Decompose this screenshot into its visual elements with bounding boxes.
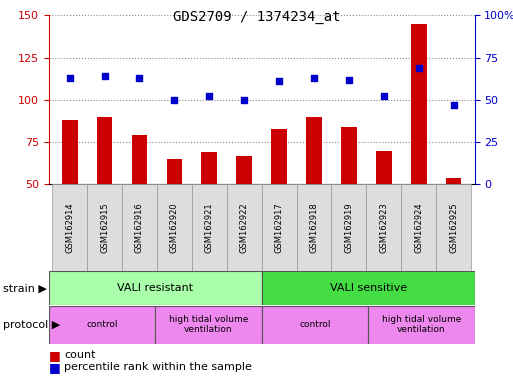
Point	[345, 76, 353, 83]
Text: VALI sensitive: VALI sensitive	[329, 283, 407, 293]
Text: GSM162921: GSM162921	[205, 202, 214, 253]
Bar	[167, 159, 182, 184]
Text: control: control	[299, 320, 330, 329]
Text: GSM162922: GSM162922	[240, 202, 249, 253]
Bar	[122, 184, 157, 271]
Text: percentile rank within the sample: percentile rank within the sample	[64, 362, 252, 372]
Bar	[331, 184, 366, 271]
Text: GSM162918: GSM162918	[309, 202, 319, 253]
Bar	[202, 152, 217, 184]
Point	[205, 93, 213, 99]
Text: protocol ▶: protocol ▶	[3, 319, 60, 330]
Bar	[52, 184, 87, 271]
Bar	[376, 151, 391, 184]
Point	[66, 75, 74, 81]
Text: GSM162923: GSM162923	[379, 202, 388, 253]
Point	[415, 65, 423, 71]
Bar	[297, 184, 331, 271]
Bar	[192, 184, 227, 271]
Text: ■: ■	[49, 349, 61, 362]
Point	[135, 75, 144, 81]
Bar	[157, 184, 192, 271]
Bar	[132, 135, 147, 184]
Text: high tidal volume
ventilation: high tidal volume ventilation	[382, 315, 461, 334]
Bar	[87, 184, 122, 271]
Bar	[368, 306, 475, 344]
Bar	[306, 117, 322, 184]
Point	[449, 102, 458, 108]
Bar	[262, 184, 297, 271]
Bar	[401, 184, 436, 271]
Point	[240, 97, 248, 103]
Text: GSM162917: GSM162917	[274, 202, 284, 253]
Text: GDS2709 / 1374234_at: GDS2709 / 1374234_at	[173, 10, 340, 23]
Text: GSM162925: GSM162925	[449, 202, 458, 253]
Bar	[236, 156, 252, 184]
Bar	[436, 184, 471, 271]
Bar	[262, 271, 475, 305]
Text: strain ▶: strain ▶	[3, 283, 47, 293]
Point	[310, 75, 318, 81]
Point	[275, 78, 283, 84]
Text: VALI resistant: VALI resistant	[117, 283, 193, 293]
Bar	[227, 184, 262, 271]
Bar	[366, 184, 401, 271]
Bar	[446, 177, 461, 184]
Bar	[411, 24, 426, 184]
Text: GSM162914: GSM162914	[65, 202, 74, 253]
Text: ■: ■	[49, 361, 61, 374]
Bar	[262, 306, 368, 344]
Bar	[62, 120, 77, 184]
Text: GSM162916: GSM162916	[135, 202, 144, 253]
Text: GSM162915: GSM162915	[100, 202, 109, 253]
Bar	[97, 117, 112, 184]
Text: GSM162924: GSM162924	[414, 202, 423, 253]
Text: GSM162919: GSM162919	[344, 202, 353, 253]
Text: control: control	[86, 320, 117, 329]
Point	[380, 93, 388, 99]
Text: GSM162920: GSM162920	[170, 202, 179, 253]
Point	[101, 73, 109, 79]
Text: high tidal volume
ventilation: high tidal volume ventilation	[169, 315, 248, 334]
Bar	[271, 129, 287, 184]
Text: count: count	[64, 350, 95, 360]
Bar	[49, 271, 262, 305]
Bar	[155, 306, 262, 344]
Bar	[49, 306, 155, 344]
Bar	[341, 127, 357, 184]
Point	[170, 97, 179, 103]
